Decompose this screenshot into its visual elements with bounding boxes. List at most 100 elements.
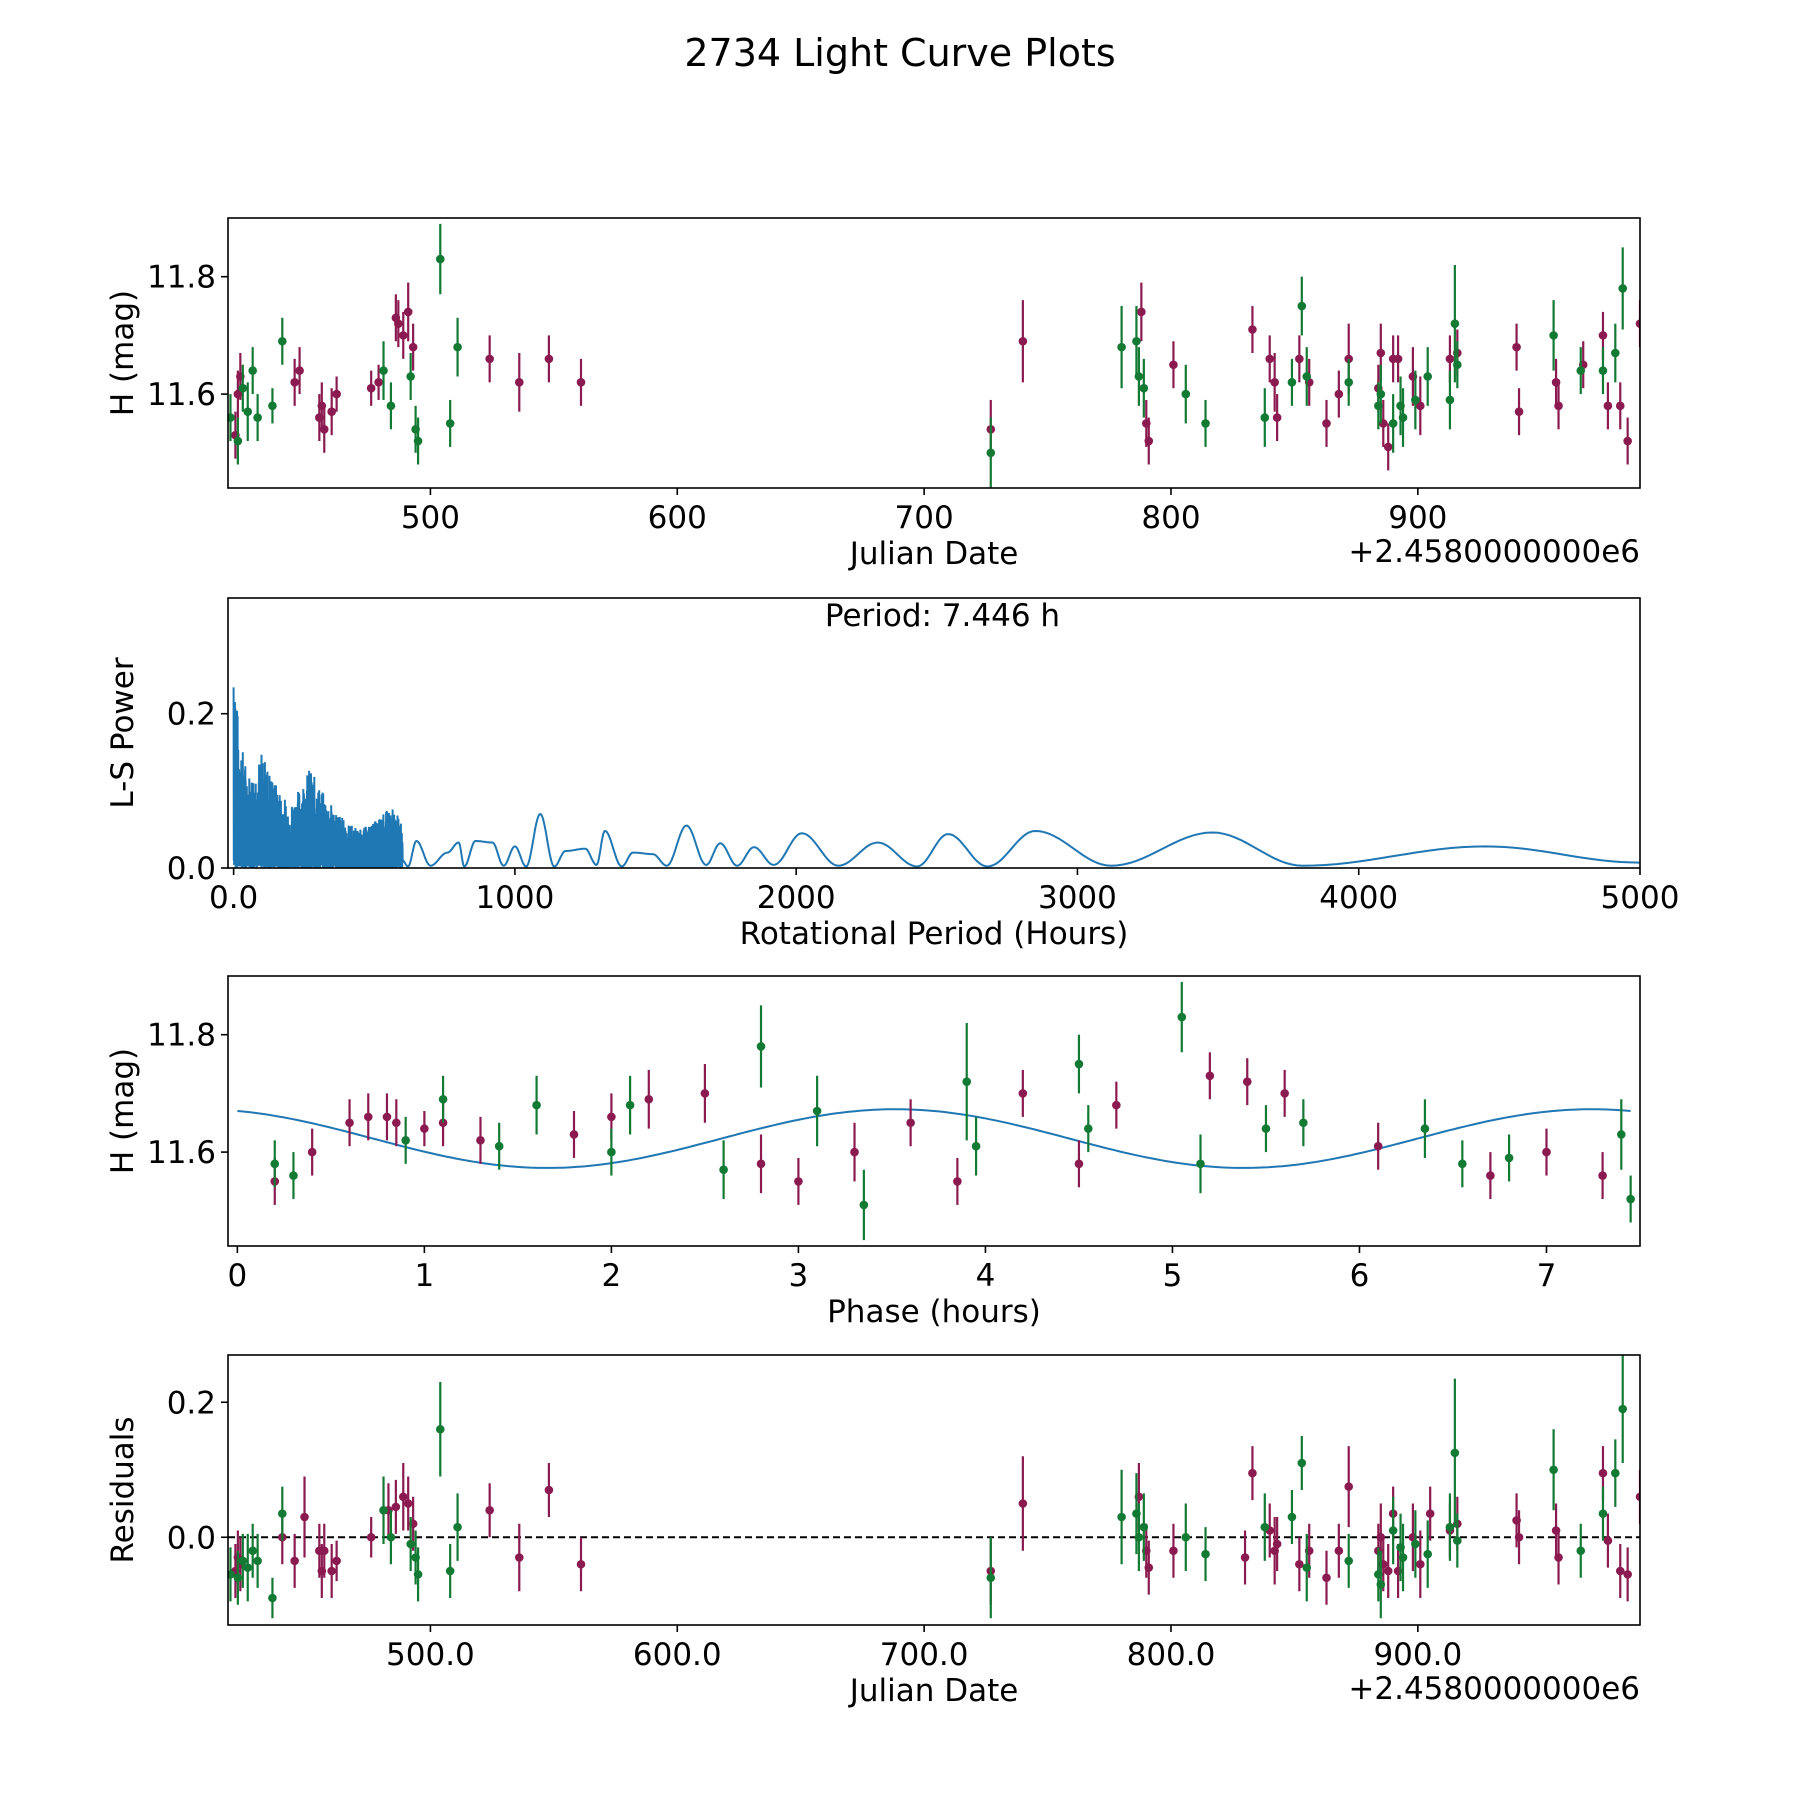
y-tick-label: 0.0 xyxy=(167,851,216,887)
data-point xyxy=(1611,1468,1620,1478)
data-point xyxy=(1486,1171,1495,1180)
series-green-filter xyxy=(228,223,1628,488)
axes-frame xyxy=(227,975,1641,1247)
x-tick-label: 3000 xyxy=(1038,880,1117,916)
data-point xyxy=(544,354,554,364)
data-point xyxy=(625,1100,635,1110)
data-point xyxy=(1554,401,1563,411)
data-point xyxy=(576,378,586,387)
data-point xyxy=(327,407,336,416)
data-point xyxy=(1554,1553,1563,1562)
data-point xyxy=(386,401,396,411)
data-point xyxy=(408,342,418,352)
y-tick-label: 11.6 xyxy=(147,1135,216,1171)
data-point xyxy=(1181,389,1191,399)
data-point xyxy=(532,1100,541,1110)
data-point xyxy=(382,1112,392,1122)
data-point xyxy=(1388,1526,1398,1535)
data-point xyxy=(1420,1124,1430,1133)
x-tick-label: 900 xyxy=(1388,500,1447,536)
data-point xyxy=(607,1112,616,1122)
data-point xyxy=(248,366,257,375)
x-tick-label: 800 xyxy=(1141,500,1200,536)
data-point xyxy=(300,1512,309,1522)
data-point xyxy=(1302,372,1312,381)
panels: 500 600 700 800 900 11.6 11.8 Julian Date H (mag… xyxy=(105,217,1679,1709)
data-point xyxy=(1411,395,1420,405)
data-point xyxy=(392,1118,401,1128)
y-axis-label: H (mag) xyxy=(105,290,141,416)
data-point xyxy=(278,336,287,346)
data-point xyxy=(253,413,262,422)
data-point xyxy=(1205,1071,1215,1081)
data-point xyxy=(435,1424,445,1434)
data-point xyxy=(238,1556,248,1566)
y-tick-label: 11.8 xyxy=(147,1018,216,1054)
data-point xyxy=(1450,319,1460,328)
data-point xyxy=(406,372,415,381)
data-point xyxy=(1598,366,1608,375)
data-point xyxy=(233,1573,243,1583)
data-point xyxy=(1240,1553,1250,1562)
data-point xyxy=(514,1553,524,1562)
data-point xyxy=(319,1546,329,1556)
data-point xyxy=(1549,1465,1558,1475)
data-point xyxy=(243,1563,253,1572)
data-point xyxy=(1425,1509,1435,1518)
data-point xyxy=(386,1532,396,1542)
data-point xyxy=(243,407,253,416)
data-point xyxy=(1383,442,1393,452)
data-point xyxy=(485,354,494,364)
axes-frame xyxy=(227,217,1641,489)
data-point xyxy=(1445,354,1455,364)
data-point xyxy=(1598,1171,1607,1180)
data-point xyxy=(1445,395,1455,405)
data-point xyxy=(327,1566,336,1576)
data-point xyxy=(379,366,388,375)
x-tick-label: 600 xyxy=(648,500,707,536)
x-tick-label: 500 xyxy=(401,500,460,536)
plot-area xyxy=(237,981,1635,1241)
data-point xyxy=(1453,1536,1462,1545)
data-point xyxy=(1144,436,1154,446)
data-point xyxy=(1603,401,1613,411)
data-point xyxy=(1450,1448,1460,1458)
data-point xyxy=(1623,436,1632,446)
data-point xyxy=(278,1509,287,1518)
data-point xyxy=(403,307,413,317)
data-point xyxy=(1615,401,1625,411)
data-point xyxy=(850,1147,859,1157)
data-point xyxy=(569,1130,579,1139)
panel-periodogram: Period: 7.446 h 0.0 1000 2000 3000 4000 5000 0.… xyxy=(105,597,1679,952)
data-point xyxy=(514,378,524,387)
x-tick-label: 700.0 xyxy=(880,1637,969,1673)
data-point xyxy=(719,1165,728,1174)
data-point xyxy=(1458,1159,1467,1169)
data-point xyxy=(607,1147,616,1157)
data-point xyxy=(756,1159,766,1169)
y-tick-label: 0.2 xyxy=(167,1385,216,1421)
data-point xyxy=(1295,1559,1304,1569)
data-point xyxy=(1134,372,1144,381)
data-point xyxy=(332,1556,341,1566)
data-point xyxy=(906,1118,915,1128)
data-point xyxy=(398,1492,408,1502)
data-point xyxy=(290,1556,299,1566)
data-point xyxy=(1074,1059,1084,1069)
data-point xyxy=(1261,1124,1271,1133)
plot-area xyxy=(228,1355,1640,1619)
data-point xyxy=(1018,336,1028,346)
data-point xyxy=(366,1532,376,1542)
plot-area xyxy=(232,687,1640,868)
data-point xyxy=(1576,366,1586,375)
series-red-filter xyxy=(231,282,1640,471)
data-point xyxy=(1411,1539,1420,1549)
data-point xyxy=(1144,1563,1154,1572)
data-point xyxy=(1344,1556,1354,1566)
data-point xyxy=(1445,1522,1455,1532)
x-tick-label: 6 xyxy=(1350,1258,1370,1294)
data-point xyxy=(1623,1570,1632,1579)
data-point xyxy=(1270,378,1279,387)
data-point xyxy=(253,1556,262,1566)
data-point xyxy=(1611,348,1620,358)
